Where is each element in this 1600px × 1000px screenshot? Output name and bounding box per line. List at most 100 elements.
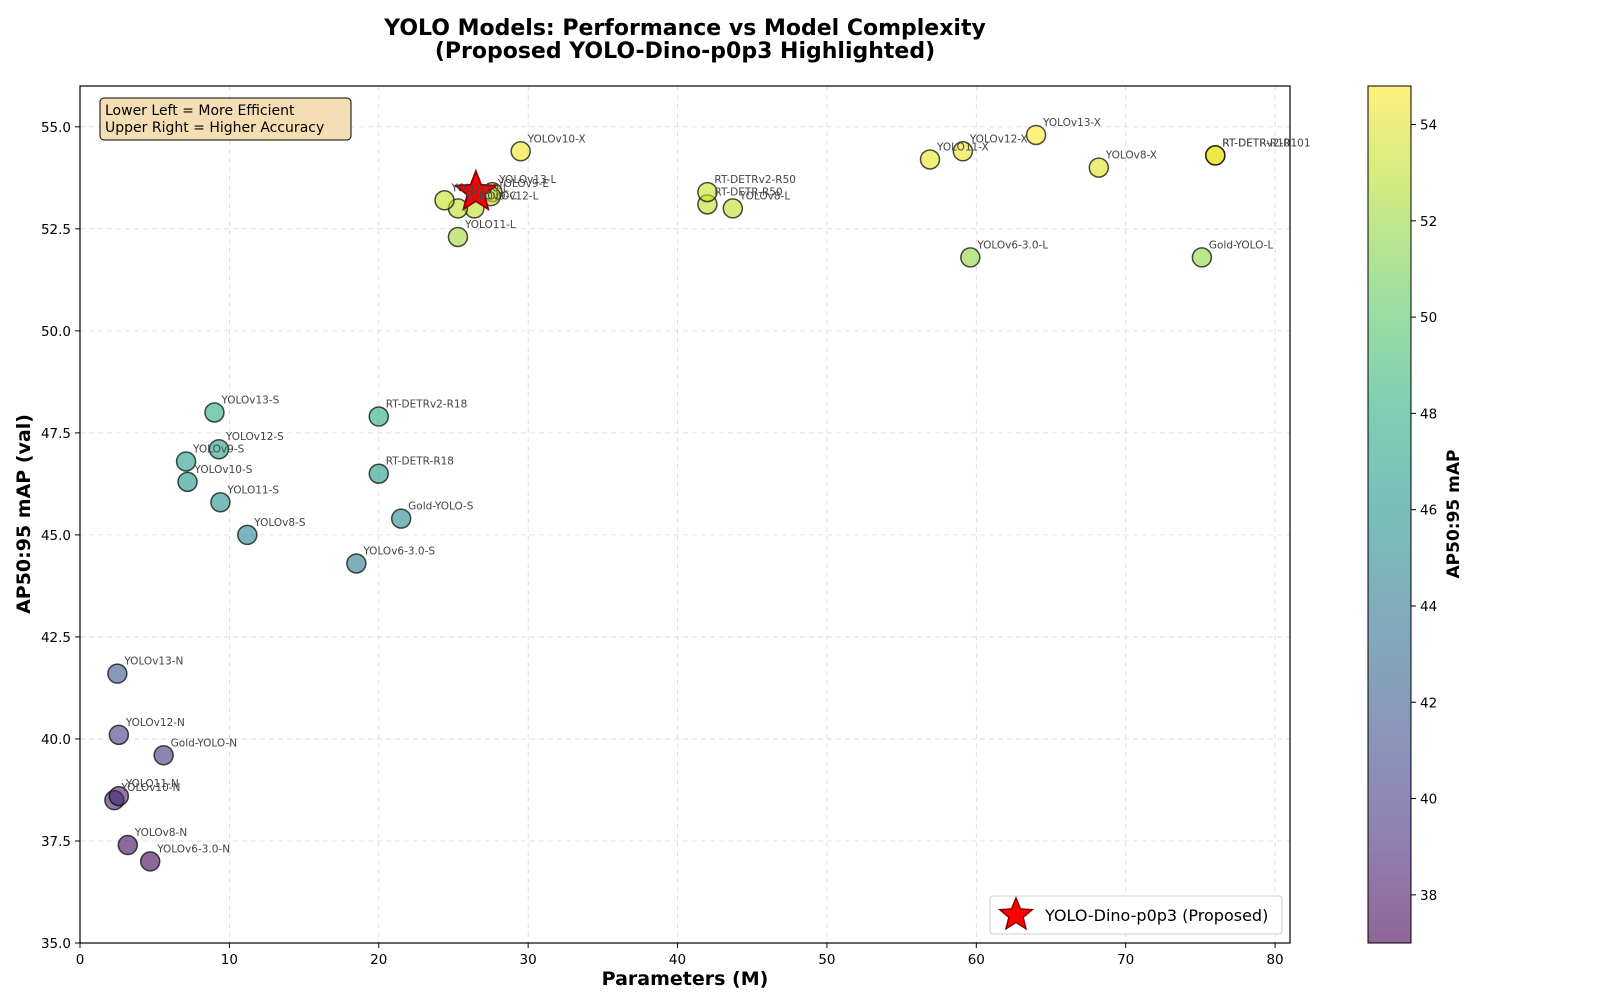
data-point	[952, 141, 974, 162]
data-point	[1088, 157, 1110, 178]
data-point	[208, 438, 230, 460]
data-point	[960, 247, 981, 268]
legend-star-marker	[997, 895, 1035, 931]
point-label: YOLOv6-3.0-N	[156, 843, 230, 855]
x-tick-label: 10	[221, 952, 238, 968]
grid-lines	[79, 86, 1290, 944]
data-point	[722, 198, 744, 219]
colorbar-tick-label: 44	[1420, 599, 1437, 615]
point-label: YOLOv10-S	[194, 464, 253, 476]
x-tick-label: 40	[669, 952, 686, 968]
colorbar-gradient	[1368, 86, 1411, 943]
data-point	[177, 471, 198, 493]
point-label: YOLOv6-3.0-S	[362, 545, 435, 557]
data-point	[108, 785, 130, 807]
scatter-points	[104, 124, 1226, 872]
data-point	[390, 508, 412, 529]
point-label: YOLOv12-S	[225, 431, 284, 443]
point-label: YOLOv10-N	[120, 782, 180, 794]
point-label: YOLO11-N	[125, 778, 179, 790]
point-label: YOLOv12-N	[125, 717, 185, 729]
point-label: YOLOv12-L	[480, 190, 538, 202]
data-point	[368, 406, 390, 427]
point-label: Gold-YOLO-L	[1209, 239, 1274, 251]
proposed-model-star	[453, 168, 499, 212]
x-axis-ticks: 0 10 20 30 40 50 60 70 80	[76, 943, 1284, 968]
point-label: YOLO11-L	[464, 219, 516, 231]
data-point	[1025, 124, 1047, 146]
y-tick-label: 35.0	[41, 936, 71, 952]
point-label: YOLO11-X	[936, 141, 989, 153]
annotation-box: Lower Left = More Efficient Upper Right …	[99, 97, 352, 141]
point-label: RT-DETR-R101	[1222, 137, 1297, 149]
data-point	[697, 181, 718, 203]
legend: YOLO-Dino-p0p3 (Proposed)	[989, 895, 1283, 935]
data-point	[153, 745, 174, 766]
y-tick-label: 37.5	[41, 834, 71, 850]
data-point	[107, 663, 128, 684]
colorbar-tick-label: 46	[1420, 503, 1437, 519]
point-label: YOLOv10-X	[527, 133, 586, 145]
data-point	[919, 149, 941, 170]
data-point	[175, 451, 197, 472]
y-tick-label: 42.5	[41, 630, 71, 646]
data-point	[210, 492, 231, 513]
data-point	[204, 402, 225, 423]
y-tick-label: 40.0	[41, 732, 71, 748]
y-tick-label: 47.5	[41, 426, 71, 442]
data-point	[434, 190, 455, 211]
data-point	[139, 851, 161, 872]
colorbar-tick-label: 52	[1420, 214, 1437, 230]
point-label: RT-DETR-R18	[386, 456, 454, 468]
point-label: Gold-YOLO-S	[408, 501, 474, 513]
colorbar-tick-label: 42	[1420, 695, 1437, 711]
point-label: YOLOv8-L	[739, 190, 791, 202]
data-point	[237, 524, 258, 546]
point-label: YOLOv6-3.0-L	[976, 239, 1048, 251]
data-point	[117, 834, 139, 856]
annotation-line-2: Upper Right = Higher Accuracy	[105, 120, 324, 136]
y-tick-label: 55.0	[41, 120, 71, 136]
x-tick-label: 0	[76, 952, 85, 968]
colorbar-label: AP50:95 mAP	[1444, 450, 1464, 579]
point-label: RT-DETRv2-R101	[1222, 137, 1310, 149]
data-point	[368, 463, 390, 484]
legend-entry-proposed: YOLO-Dino-p0p3 (Proposed)	[1044, 906, 1268, 925]
point-label: YOLOv8-N	[134, 827, 187, 839]
colorbar: 38 40 42 44 46 48 50 52 54 AP50:95 mAP	[1367, 85, 1464, 944]
point-label: YOLOv13-X	[1042, 117, 1101, 129]
x-tick-label: 70	[1117, 952, 1134, 968]
y-tick-label: 45.0	[41, 528, 71, 544]
y-axis-ticks: 35.0 37.5 40.0 42.5 45.0 47.5 50.0 52.5 55.0	[41, 120, 80, 952]
data-point	[108, 724, 130, 746]
colorbar-tick-label: 54	[1420, 118, 1437, 134]
chart-title-line1: YOLO Models: Performance vs Model Comple…	[383, 16, 986, 41]
x-tick-label: 80	[1266, 952, 1283, 968]
plot-area-frame	[79, 85, 1291, 944]
point-labels: YOLOv8-N YOLOv8-S YOLOv8-L YOLOv8-X YOLOv6-3…	[120, 117, 1310, 855]
point-label: YOLOv10-L	[450, 182, 508, 194]
point-label: YOLOv9-E	[497, 178, 549, 190]
point-label: YOLOv13-L	[498, 174, 556, 186]
legend-frame	[989, 895, 1283, 935]
colorbar-tick-label: 40	[1420, 792, 1437, 808]
data-point	[1205, 145, 1226, 166]
colorbar-tick-label: 48	[1420, 406, 1437, 422]
point-label: RT-DETRv2-R18	[386, 399, 468, 411]
x-tick-label: 50	[818, 952, 835, 968]
data-point	[447, 226, 469, 248]
y-axis-label: AP50:95 mAP (val)	[13, 414, 35, 614]
x-axis-label: Parameters (M)	[602, 968, 769, 990]
point-label: YOLOv13-N	[123, 656, 183, 668]
point-label: Gold-YOLO-N	[171, 737, 237, 749]
colorbar-tick-label: 50	[1420, 310, 1437, 326]
colorbar-ticks: 38 40 42 44 46 48 50 52 54	[1411, 118, 1437, 904]
chart-title-line2: (Proposed YOLO-Dino-p0p3 Highlighted)	[435, 39, 935, 64]
y-tick-label: 50.0	[41, 324, 71, 340]
y-tick-label: 52.5	[41, 222, 71, 238]
data-point	[510, 141, 531, 162]
point-label: YOLO11-S	[226, 484, 279, 496]
annotation-background	[99, 97, 352, 141]
data-point	[346, 553, 367, 574]
